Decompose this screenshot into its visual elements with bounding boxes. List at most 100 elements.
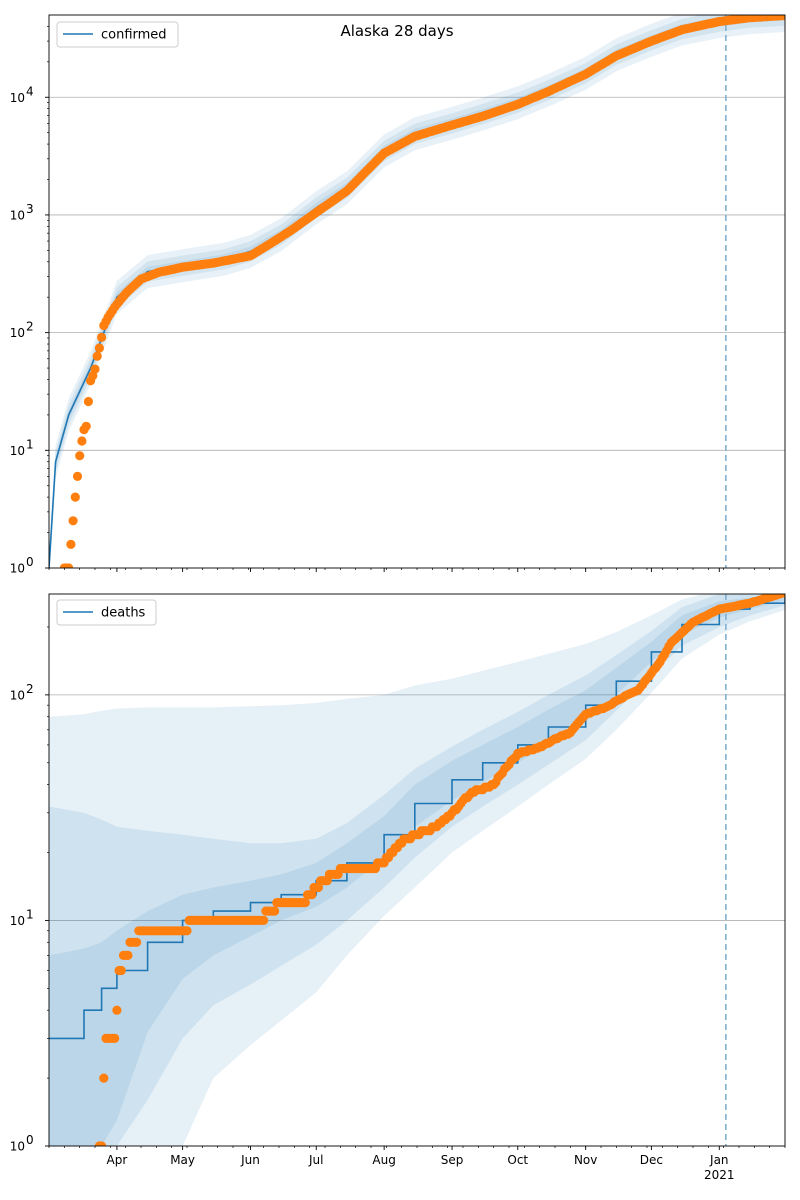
confirmed-observed-point	[513, 99, 523, 109]
confirmed-y-tick-label: 10	[10, 326, 25, 340]
confirmed-uncertainty-bands	[49, 15, 785, 568]
deaths-observed-point	[364, 863, 374, 874]
confirmed-legend-box	[56, 21, 179, 48]
deaths-observed-point	[219, 915, 229, 926]
deaths-y-tick-exponent: 2	[26, 682, 34, 696]
confirmed-y-tick-label: 10	[10, 208, 25, 222]
deaths-observed-point	[688, 617, 698, 627]
figure-title: Alaska 28 days	[340, 22, 453, 40]
deaths-uncertainty-band	[49, 594, 785, 1146]
x-tick-label: Oct	[507, 1153, 528, 1167]
confirmed-gridlines	[49, 96, 785, 451]
x-tick-label: Jan	[709, 1153, 729, 1167]
x-tick-label: Jul	[308, 1153, 323, 1167]
deaths-observed-point	[581, 709, 591, 719]
deaths-observed-point	[327, 869, 337, 880]
x-year-label: 2021	[704, 1168, 735, 1182]
deaths-observed-point	[114, 965, 124, 976]
confirmed-observed-points	[59, 15, 785, 568]
confirmed-uncertainty-band	[49, 15, 785, 568]
confirmed-y-tick-exponent: 3	[26, 202, 34, 216]
x-tick-label: Apr	[107, 1153, 128, 1167]
confirmed-observed-point	[178, 262, 188, 272]
confirmed-observed-point	[245, 251, 256, 261]
confirmed-legend-label: confirmed	[101, 28, 167, 43]
deaths-observed-point	[265, 906, 275, 916]
x-tick-label: Sep	[441, 1153, 464, 1167]
deaths-observed-point	[565, 728, 575, 738]
deaths-observed-point	[153, 926, 164, 936]
x-tick-label: May	[170, 1153, 195, 1167]
deaths-observed-point	[532, 743, 543, 753]
x-tick-label: Aug	[372, 1153, 395, 1167]
confirmed-y-tick-exponent: 2	[26, 320, 34, 334]
deaths-gridlines	[49, 694, 785, 921]
confirmed-y-tick-exponent: 1	[26, 437, 34, 451]
confirmed-observed-point	[611, 51, 621, 61]
confirmed-x-axis	[48, 568, 786, 572]
deaths-legend-label: deaths	[101, 606, 146, 621]
confirmed-observed-point	[90, 364, 100, 374]
deaths-observed-point	[311, 882, 321, 893]
confirmed-observed-point	[208, 258, 218, 268]
confirmed-observed-point	[745, 15, 755, 23]
confirmed-observed-point	[121, 288, 131, 299]
confirmed-observed-point	[447, 120, 457, 130]
confirmed-observed-point	[81, 421, 91, 431]
deaths-observed-point	[655, 657, 665, 667]
deaths-observed-point	[410, 830, 420, 840]
confirmed-observed-point	[311, 207, 321, 218]
deaths-observed-point	[447, 808, 457, 818]
confirmed-y-tick-label: 10	[10, 91, 25, 105]
confirmed-observed-point	[265, 239, 275, 249]
x-tick-label: Nov	[574, 1153, 597, 1167]
deaths-observed-point	[254, 915, 264, 926]
confirmed-observed-point	[714, 16, 724, 27]
deaths-observed-point	[121, 950, 131, 961]
confirmed-axes-frame	[48, 14, 786, 569]
deaths-observed-point	[600, 702, 611, 713]
confirmed-observed-point	[379, 148, 389, 158]
confirmed-model-line	[49, 15, 785, 568]
deaths-observed-point	[101, 1033, 111, 1043]
confirmed-observed-point	[110, 302, 120, 312]
deaths-observed-point	[298, 898, 308, 908]
deaths-y-tick-label: 10	[10, 688, 25, 702]
deaths-observed-point	[714, 604, 724, 614]
x-tick-label: Jun	[240, 1153, 260, 1167]
deaths-observed-point	[110, 1033, 120, 1043]
deaths-observed-point	[554, 732, 565, 742]
confirmed-observed-point	[77, 436, 87, 446]
deaths-legend: deaths	[56, 599, 157, 626]
deaths-observed-point	[489, 780, 499, 790]
deaths-observed-point	[666, 638, 676, 648]
deaths-y-tick-exponent: 1	[26, 907, 34, 921]
confirmed-y-tick-exponent: 0	[26, 555, 34, 569]
confirmed-legend: confirmed	[56, 21, 179, 48]
confirmed-observed-point	[72, 471, 83, 481]
confirmed-observed-point	[153, 267, 164, 277]
confirmed-observed-point	[677, 25, 687, 35]
deaths-observed-point	[276, 898, 286, 908]
confirmed-observed-point	[70, 492, 80, 502]
confirmed-observed-point	[103, 312, 113, 322]
confirmed-observed-point	[64, 563, 74, 568]
deaths-observed-point	[99, 1073, 109, 1083]
deaths-y-tick-exponent: 0	[26, 1133, 34, 1147]
deaths-observed-point	[379, 858, 389, 868]
deaths-observed-point	[394, 838, 405, 848]
deaths-observed-point	[780, 594, 785, 597]
deaths-observed-point	[307, 890, 317, 900]
confirmed-model-lines	[49, 15, 785, 568]
deaths-observed-point	[745, 598, 755, 608]
confirmed-observed-point	[92, 351, 102, 361]
deaths-observed-point	[495, 770, 505, 780]
confirmed-observed-point	[136, 274, 146, 284]
confirmed-uncertainty-band	[49, 15, 785, 568]
confirmed-observed-point	[99, 320, 109, 331]
confirmed-y-tick-exponent: 4	[26, 84, 34, 98]
confirmed-observed-point	[287, 225, 297, 235]
